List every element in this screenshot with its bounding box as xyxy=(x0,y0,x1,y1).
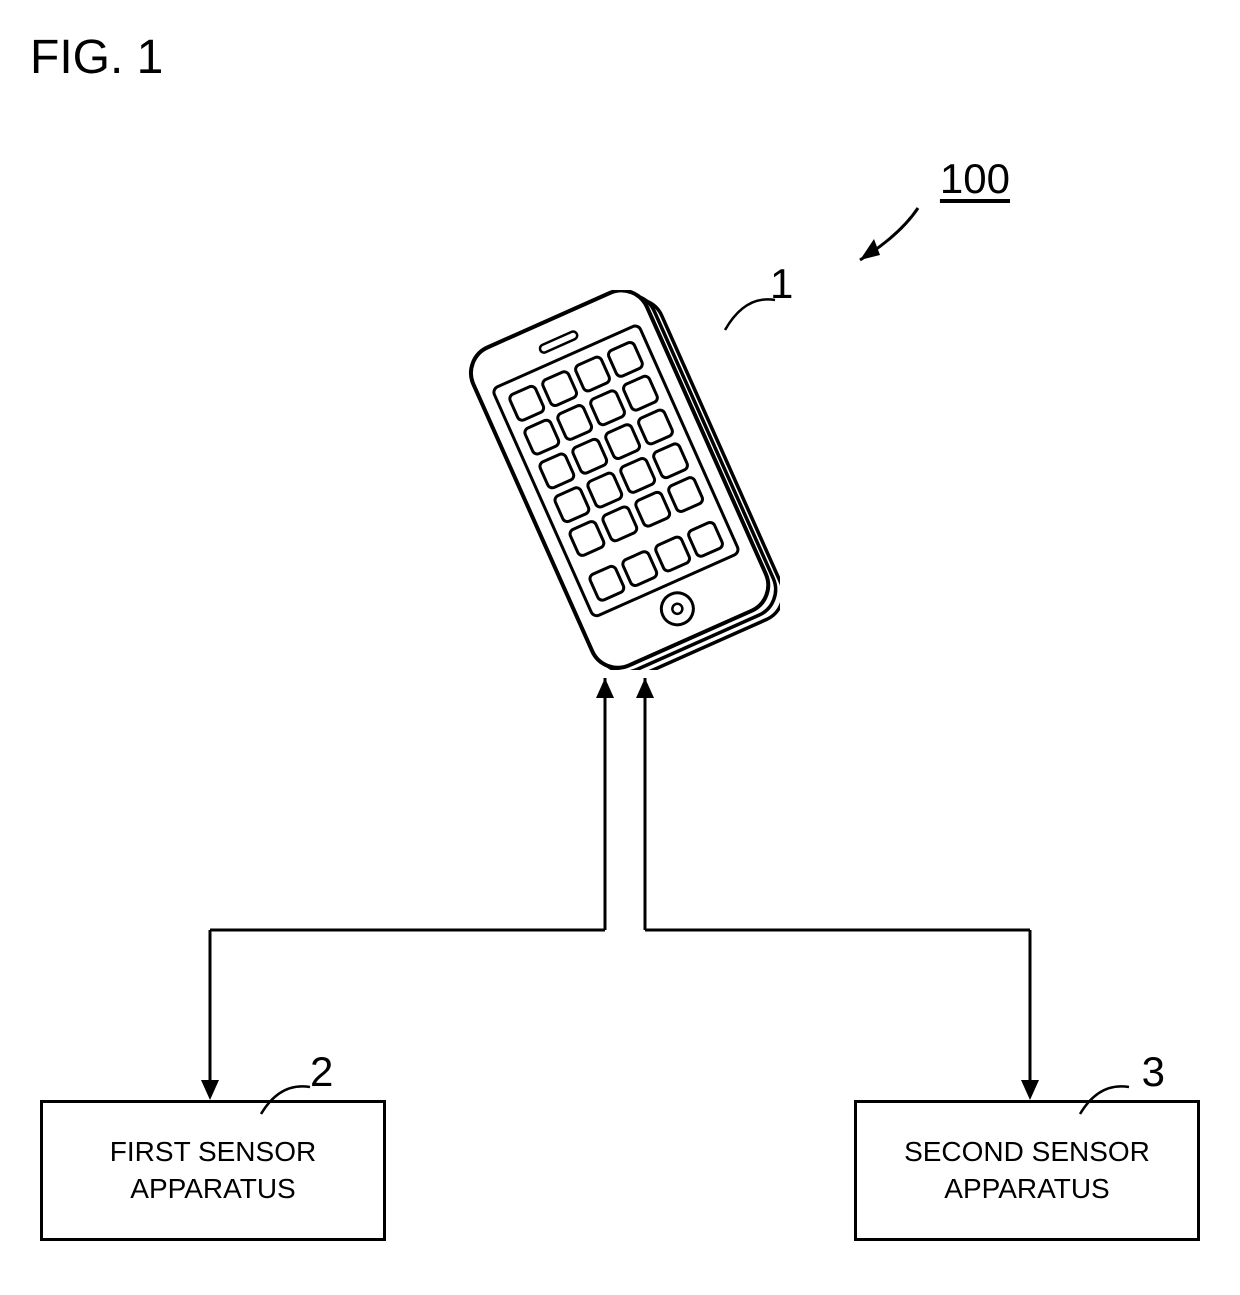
figure-title: FIG. 1 xyxy=(30,30,163,85)
first-sensor-label: FIRST SENSOR APPARATUS xyxy=(110,1134,316,1207)
box1-label-leader-icon xyxy=(258,1079,313,1119)
system-arrow-icon xyxy=(830,200,940,290)
box2-reference-label: 3 xyxy=(1142,1048,1165,1096)
box1-reference-label: 2 xyxy=(310,1048,333,1096)
first-sensor-box: FIRST SENSOR APPARATUS xyxy=(40,1100,386,1241)
system-reference-label: 100 xyxy=(940,155,1010,203)
second-sensor-box: SECOND SENSOR APPARATUS xyxy=(854,1100,1200,1241)
second-sensor-label: SECOND SENSOR APPARATUS xyxy=(904,1134,1150,1207)
phone-illustration xyxy=(460,290,780,650)
box2-label-leader-icon xyxy=(1077,1079,1132,1119)
